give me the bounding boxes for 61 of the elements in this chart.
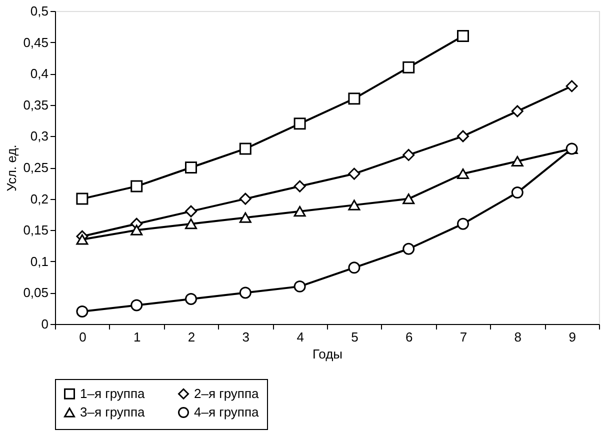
point <box>76 305 88 318</box>
point <box>239 142 252 155</box>
y-tick-label: 0 <box>41 316 48 332</box>
y-tick-label: 0,45 <box>23 34 48 50</box>
point <box>511 156 524 167</box>
x-tick-label: 6 <box>405 330 413 344</box>
point <box>511 105 524 118</box>
point <box>294 118 306 130</box>
y-tick-label: 0,1 <box>30 254 48 269</box>
point <box>402 61 415 74</box>
x-tick-label: 2 <box>188 330 196 344</box>
point <box>457 30 469 42</box>
point <box>185 162 197 174</box>
legend-label: 3–я группа <box>80 404 146 420</box>
point <box>294 180 306 192</box>
point <box>457 168 469 180</box>
x-tick-label: 5 <box>351 330 358 344</box>
point <box>185 292 197 305</box>
y-tick-label: 0,35 <box>23 97 48 112</box>
y-tick-label: 0,3 <box>30 128 48 144</box>
legend-label: 4–я группа <box>194 404 260 420</box>
point <box>457 218 469 230</box>
point <box>511 186 524 199</box>
point <box>76 192 88 205</box>
x-tick-label: 4 <box>296 330 304 344</box>
point <box>130 180 143 192</box>
x-tick-label: 8 <box>514 330 522 344</box>
x-axis-title: Годы <box>312 346 343 362</box>
point <box>348 262 360 274</box>
point <box>239 192 252 205</box>
legend-label: 2–я группа <box>194 386 260 401</box>
x-tick-label: 7 <box>460 330 468 344</box>
point <box>76 234 88 245</box>
point <box>239 212 252 223</box>
point <box>185 205 197 218</box>
point <box>294 206 306 217</box>
point <box>402 148 415 161</box>
x-tick-label: 3 <box>242 330 250 344</box>
y-tick-label: 0,05 <box>23 285 48 300</box>
point <box>239 286 252 299</box>
point <box>348 92 360 105</box>
point <box>348 168 360 180</box>
legend-label: 1–я группа <box>80 386 146 401</box>
point <box>457 130 469 142</box>
x-tick-label: 1 <box>133 330 141 344</box>
point <box>294 280 306 292</box>
y-tick-label: 0,4 <box>30 66 48 82</box>
x-tick-label: 0 <box>79 330 86 344</box>
point <box>566 80 578 92</box>
y-tick-label: 0,15 <box>23 222 48 238</box>
point <box>348 200 360 210</box>
y-axis-title: Усл. ед. <box>4 144 20 192</box>
y-tick-label: 0,2 <box>30 191 48 206</box>
point <box>185 218 197 230</box>
point <box>130 299 143 312</box>
point <box>402 242 415 255</box>
x-tick-label: 9 <box>568 330 576 344</box>
point <box>402 194 415 204</box>
y-tick-label: 0,25 <box>23 160 48 175</box>
point <box>130 224 143 236</box>
y-tick-label: 0,5 <box>30 4 48 18</box>
